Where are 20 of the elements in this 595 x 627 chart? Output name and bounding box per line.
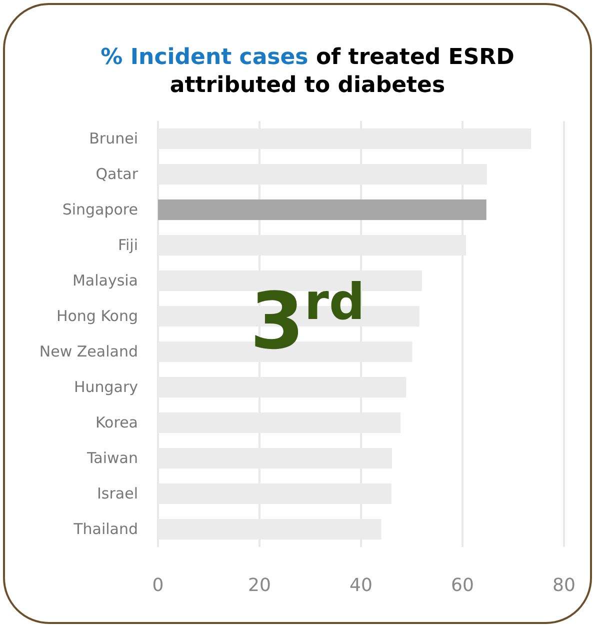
x-tick-label: 80 (552, 574, 576, 596)
x-tick-label: 20 (248, 574, 271, 596)
y-tick-label: Brunei (89, 130, 138, 148)
y-tick-label: Korea (95, 414, 138, 432)
annotation: 3$^{rd}$ (250, 273, 365, 367)
y-tick-label: Fiji (118, 236, 138, 254)
chart-title: % Incident cases of treated ESRD attributed to diabetes (100, 45, 514, 98)
y-tick-label: Qatar (96, 165, 139, 184)
bar (158, 199, 486, 220)
x-tick-label: 40 (350, 574, 372, 596)
y-tick-label: Hungary (74, 378, 138, 396)
y-tick-label: Singapore (62, 200, 138, 219)
x-tick-label: 60 (451, 574, 474, 596)
x-tick-label: 0 (152, 574, 164, 596)
y-tick-label: Taiwan (86, 449, 138, 468)
y-tick-label: Hong Kong (56, 307, 138, 326)
y-tick-label: Thailand (72, 520, 138, 538)
y-tick-label: Malaysia (72, 272, 138, 290)
y-tick-label: New Zealand (39, 342, 138, 361)
y-tick-label: Israel (97, 484, 138, 503)
